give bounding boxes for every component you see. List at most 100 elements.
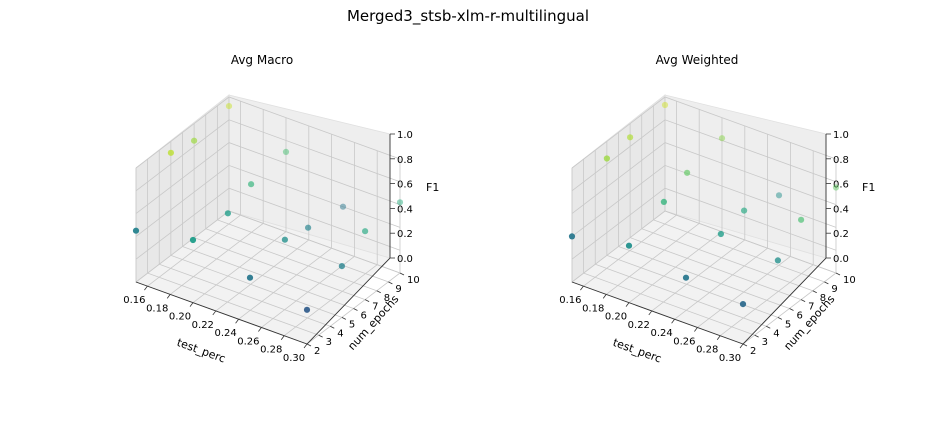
data-point	[281, 236, 288, 243]
y-tick-label: 4	[337, 328, 343, 339]
subplot-title: Avg Weighted	[656, 53, 739, 67]
y-axis-line	[742, 257, 827, 345]
y-tick-label: 10	[407, 275, 420, 286]
data-point	[132, 227, 140, 234]
z-gridline	[135, 119, 401, 192]
data-point	[741, 207, 748, 214]
data-point	[603, 155, 611, 162]
y-tick	[341, 317, 347, 320]
z-tick-label: 0.2	[833, 229, 849, 240]
y-tick	[835, 272, 841, 276]
z-tick-label: 0.0	[397, 254, 413, 265]
y-tick-label: 2	[750, 346, 756, 357]
y-tick	[800, 299, 806, 302]
x-tick-label: 0.22	[192, 320, 214, 331]
z-tick-label: 0.0	[833, 254, 849, 265]
z-tick-label: 1.0	[833, 130, 849, 141]
z-axis-label: F1	[426, 181, 439, 194]
x-tick	[694, 327, 698, 332]
z-gridline	[571, 164, 837, 237]
y-tick-label: 7	[808, 302, 814, 313]
z-tick-label: 0.8	[833, 155, 849, 166]
x-tick	[716, 335, 721, 340]
x-tick	[144, 285, 148, 291]
z-gridline	[571, 96, 837, 169]
data-point	[191, 137, 198, 144]
x-tick	[166, 294, 171, 299]
data-point	[682, 274, 690, 281]
x-tick-label: 0.16	[123, 295, 145, 306]
data-point	[774, 257, 782, 264]
subplot-title: Avg Macro	[231, 53, 293, 67]
subplot-avg-weighted: Avg Weighted0.160.180.200.220.240.260.28…	[559, 53, 875, 365]
y-tick-label: 3	[326, 337, 332, 348]
data-point	[338, 263, 345, 270]
data-point	[718, 135, 726, 142]
y-tick-label: 4	[773, 328, 779, 339]
x-tick	[671, 318, 675, 324]
x-tick	[189, 302, 194, 307]
data-point	[167, 149, 174, 156]
x-tick	[625, 302, 630, 307]
data-point	[305, 224, 312, 231]
y-tick-label: 8	[820, 293, 826, 304]
z-gridline	[135, 187, 401, 260]
x-tick-label: 0.20	[605, 312, 627, 323]
x-tick-label: 0.18	[582, 303, 604, 314]
x-tick-label: 0.24	[214, 328, 236, 339]
data-point	[224, 210, 231, 217]
y-tick-label: 6	[797, 311, 803, 322]
z-axis-label: F1	[862, 181, 875, 194]
z-gridline	[571, 210, 837, 283]
y-tick	[777, 317, 783, 320]
x-tick	[235, 318, 239, 324]
x-tick	[280, 335, 285, 340]
y-tick	[376, 290, 381, 294]
x-tick-label: 0.28	[260, 345, 282, 356]
y-tick-label: 2	[314, 346, 320, 357]
data-point	[775, 192, 783, 199]
x-axis-line	[571, 281, 744, 345]
x-tick-label: 0.30	[719, 353, 741, 364]
y-axis-line	[306, 257, 391, 345]
z-tick-label: 0.6	[833, 180, 849, 191]
x-tick-label: 0.18	[146, 303, 168, 314]
data-point	[362, 228, 369, 235]
data-point	[660, 198, 668, 205]
z-gridline	[571, 119, 837, 192]
y-tick	[742, 343, 748, 347]
y-tick-label: 8	[384, 293, 390, 304]
y-tick	[399, 272, 405, 276]
x-axis-label: test_perc	[611, 336, 663, 366]
x-tick-label: 0.26	[673, 336, 695, 347]
x-tick	[648, 310, 653, 316]
y-tick	[388, 281, 393, 285]
z-gridline	[571, 187, 837, 260]
y-tick	[364, 299, 370, 302]
figure-suptitle: Merged3_stsb-xlm-r-multilingual	[347, 7, 589, 26]
data-point	[568, 233, 576, 240]
y-tick-label: 7	[372, 302, 378, 313]
x-tick	[739, 343, 744, 349]
y-tick	[318, 334, 323, 338]
x-axis-label: test_perc	[175, 336, 227, 366]
z-tick-label: 0.4	[833, 204, 849, 215]
x-tick-label: 0.16	[559, 295, 581, 306]
y-tick	[353, 308, 358, 311]
x-tick-label: 0.26	[237, 336, 259, 347]
data-point	[627, 134, 634, 141]
data-point	[684, 169, 691, 176]
data-point	[798, 216, 805, 223]
y-tick-label: 9	[395, 284, 401, 295]
data-point	[225, 103, 233, 110]
x-tick	[602, 294, 607, 299]
x-tick	[212, 310, 217, 316]
data-point	[396, 199, 404, 206]
y-tick-label: 10	[843, 275, 856, 286]
z-gridline	[135, 96, 401, 169]
data-point	[303, 306, 311, 313]
z-gridline	[135, 142, 401, 214]
z-tick-label: 0.2	[397, 229, 413, 240]
y-tick	[306, 343, 312, 347]
